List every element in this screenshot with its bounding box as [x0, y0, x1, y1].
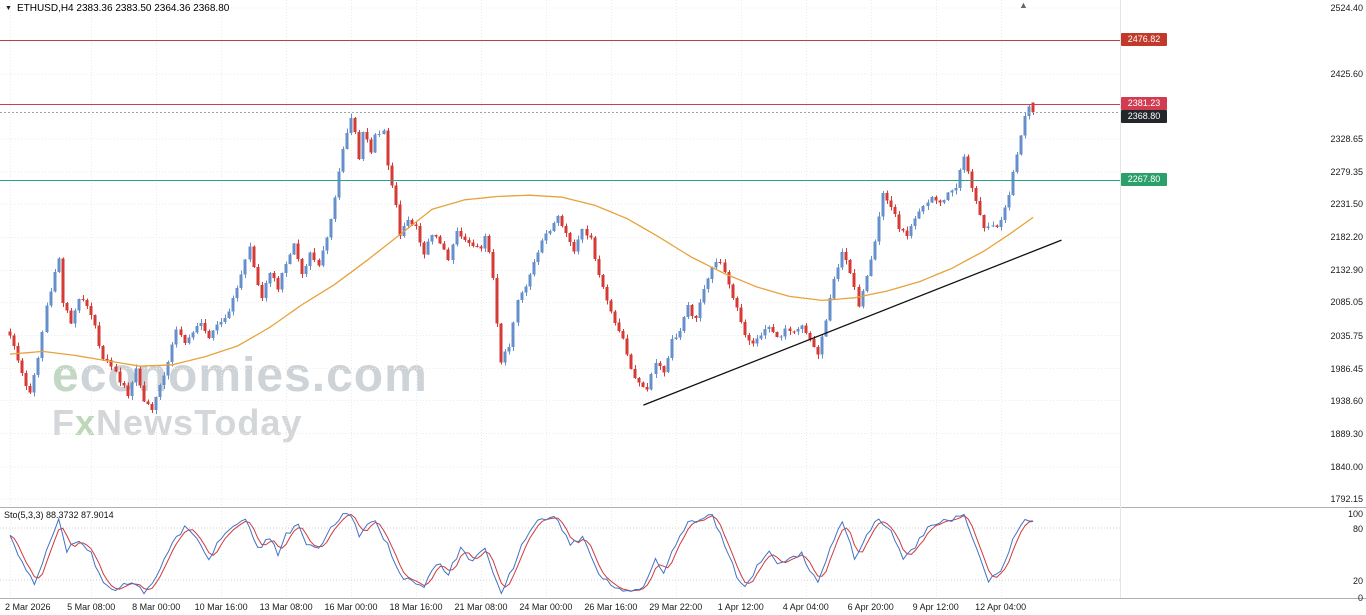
sto-axis-label[interactable]: 20 [1352, 575, 1363, 586]
watermark-economies: economies.com [52, 352, 428, 400]
price-axis-label[interactable]: 2231.50 [1330, 199, 1363, 210]
symbol-ohlc-text: ETHUSD,H4 2383.36 2383.50 2364.36 2368.8… [16, 3, 230, 14]
price-axis-label[interactable]: 1792.15 [1330, 493, 1363, 504]
watermark: economies.com FxNewsToday [52, 352, 428, 441]
shift-marker-icon: ▲ [1019, 0, 1028, 10]
sto-axis-label[interactable]: 100 [1347, 509, 1363, 519]
price-axis-label[interactable]: 2182.20 [1330, 232, 1363, 243]
time-axis-label[interactable]: 5 Mar 08:00 [67, 602, 116, 612]
moving-average-line[interactable] [9, 194, 1034, 367]
grid-lines [0, 0, 1120, 597]
time-axis-label[interactable]: 9 Apr 12:00 [912, 602, 959, 612]
panel-separators [0, 0, 1366, 599]
sto-axis-label[interactable]: 0 [1357, 593, 1363, 603]
price-axis-label[interactable]: 2328.65 [1330, 134, 1363, 145]
price-axis-label[interactable]: 2035.75 [1330, 330, 1363, 341]
price-axis-label[interactable]: 2279.35 [1330, 167, 1363, 178]
price-axis-label[interactable]: 2524.40 [1330, 2, 1363, 13]
horizontal-level-lines[interactable] [0, 40, 1120, 181]
time-axis-label[interactable]: 13 Mar 08:00 [259, 602, 313, 612]
time-axis-label[interactable]: 4 Apr 04:00 [782, 602, 829, 612]
price-axis-label[interactable]: 2085.05 [1330, 297, 1363, 308]
watermark-accent-letter: e [52, 349, 80, 402]
ask-price-badge: 2381.23 [1121, 97, 1167, 111]
stochastic-signal-line [9, 513, 1034, 592]
time-axis-label[interactable]: 26 Mar 16:00 [584, 602, 638, 612]
support-price-badge: 2267.80 [1121, 173, 1167, 187]
time-axis-label[interactable]: 12 Apr 04:00 [975, 602, 1027, 612]
price-axis-label[interactable]: 2132.90 [1330, 265, 1363, 276]
resistance-price-badge: 2476.82 [1121, 33, 1167, 47]
trendline[interactable] [643, 239, 1062, 406]
time-axis-label[interactable]: 6 Apr 20:00 [847, 602, 894, 612]
price-axis-label[interactable]: 1840.00 [1330, 461, 1363, 472]
watermark-fxnewstoday: FxNewsToday [52, 405, 428, 441]
watermark-line2-f: F [52, 402, 75, 443]
sto-axis-label[interactable]: 80 [1352, 524, 1363, 535]
symbol-dropdown-icon[interactable]: ▼ [5, 5, 12, 12]
watermark-line2-text: NewsToday [96, 402, 303, 443]
time-axis-label[interactable]: 24 Mar 00:00 [519, 602, 573, 612]
indicator-label: Sto(5,3,3) 88.3732 87.9014 [4, 510, 114, 520]
watermark-line2-x: x [75, 402, 97, 443]
price-axis-label[interactable]: 1986.45 [1330, 363, 1363, 374]
watermark-line1-text: conomies.com [79, 349, 428, 402]
time-axis-label[interactable]: 29 Mar 22:00 [649, 602, 703, 612]
price-axis-label[interactable]: 1889.30 [1330, 428, 1363, 439]
bid-price-badge: 2368.80 [1121, 110, 1167, 124]
time-axis-label[interactable]: 18 Mar 16:00 [389, 602, 443, 612]
stochastic-main-line [9, 513, 1034, 595]
time-axis-label[interactable]: 2 Mar 2026 [5, 602, 51, 612]
time-axis-label[interactable]: 16 Mar 00:00 [324, 602, 378, 612]
time-axis-label[interactable]: 8 Mar 00:00 [132, 602, 181, 612]
time-axis-label[interactable]: 1 Apr 12:00 [717, 602, 764, 612]
candles [8, 102, 1035, 414]
price-axis-label[interactable]: 2425.60 [1330, 69, 1363, 79]
price-axis-label[interactable]: 1938.60 [1330, 395, 1363, 406]
time-axis-label[interactable]: 10 Mar 16:00 [194, 602, 248, 612]
symbol-header: ▼ ETHUSD,H4 2383.36 2383.50 2364.36 2368… [5, 3, 229, 14]
time-axis-label[interactable]: 21 Mar 08:00 [454, 602, 508, 612]
